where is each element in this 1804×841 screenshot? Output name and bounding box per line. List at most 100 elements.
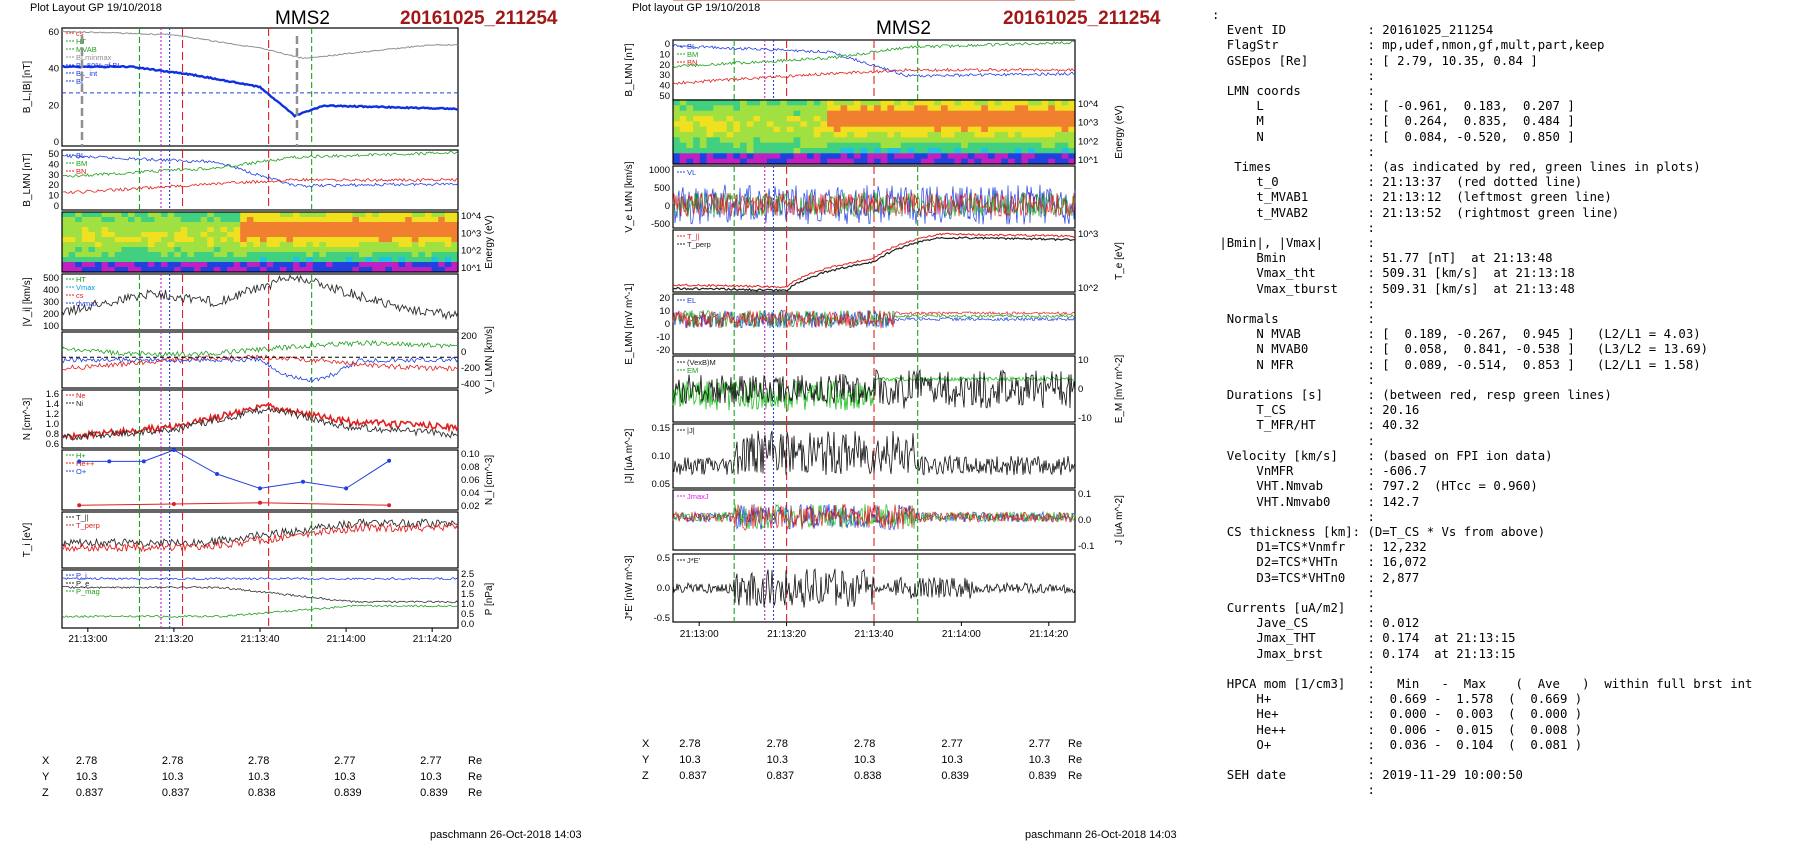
- middle-footer: paschmann 26-Oct-2018 14:03: [1025, 829, 1177, 841]
- spectrogram-cell: [773, 153, 781, 160]
- spectrogram-cell: [847, 132, 855, 138]
- left-vilmn-line: [61, 339, 459, 358]
- spectrogram-cell: [392, 242, 400, 248]
- left-coord-value: 10.3: [248, 771, 270, 783]
- spectrogram-cell: [1001, 105, 1009, 112]
- spectrogram-cell: [154, 242, 162, 248]
- spectrogram-cell: [753, 100, 761, 106]
- spectrogram-cell: [167, 237, 175, 243]
- spectrogram-cell: [352, 232, 360, 238]
- spectrogram-cell: [200, 212, 208, 218]
- spectrogram-cell: [740, 110, 748, 117]
- spectrogram-cell: [867, 116, 875, 122]
- spectrogram-cell: [326, 222, 334, 228]
- spectrogram-cell: [847, 126, 855, 133]
- spectrogram-cell: [833, 137, 842, 144]
- middle-coord-label: Y: [642, 754, 650, 766]
- spectrogram-cell: [927, 158, 935, 165]
- spectrogram-cell: [88, 242, 96, 248]
- spectrogram-cell: [147, 257, 155, 263]
- spectrogram-cell: [431, 217, 439, 223]
- spectrogram-cell: [128, 237, 136, 243]
- spectrogram-cell: [887, 116, 895, 122]
- spectrogram-cell: [874, 105, 882, 112]
- spectrogram-cell: [167, 222, 175, 228]
- left-panel-tick: 20: [48, 100, 59, 111]
- left-panel-ti-legend-label: T_||: [76, 513, 89, 522]
- spectrogram-cell: [967, 100, 976, 106]
- spectrogram-cell: [286, 237, 294, 243]
- spectrogram-cell: [266, 247, 274, 253]
- spectrogram-cell: [1048, 153, 1056, 160]
- spectrogram-cell: [88, 212, 96, 218]
- spectrogram-cell: [686, 137, 694, 144]
- spectrogram-cell: [753, 137, 761, 144]
- middle-panel-ylabel-right: J [uA m^-2]: [1114, 495, 1125, 545]
- spectrogram-cell: [1008, 105, 1016, 112]
- spectrogram-cell: [853, 142, 862, 149]
- spectrogram-cell: [180, 262, 188, 268]
- spectrogram-cell: [75, 247, 83, 253]
- spectrogram-cell: [194, 257, 202, 263]
- spectrogram-cell: [141, 242, 149, 248]
- spectrogram-cell: [773, 126, 781, 133]
- summary-line: D1=TCS*Vnmfr : 12,232: [1256, 540, 1427, 555]
- spectrogram-cell: [1054, 148, 1063, 154]
- spectrogram-cell: [293, 232, 301, 238]
- spectrogram-cell: [1021, 142, 1029, 149]
- spectrogram-cell: [372, 232, 380, 238]
- spectrogram-cell: [154, 232, 162, 238]
- spectrogram-cell: [227, 257, 235, 263]
- spectrogram-cell: [793, 105, 801, 112]
- middle-coords: X 2.78 2.78 2.78 2.77 2.77 Re Y 10.3 10.3 10.3 10.3…: [642, 738, 1190, 788]
- spectrogram-cell: [378, 262, 386, 268]
- spectrogram-cell: [95, 217, 103, 223]
- spectrogram-cell: [874, 110, 882, 117]
- spectrogram-cell: [326, 267, 334, 273]
- spectrogram-cell: [967, 132, 976, 138]
- spectrogram-cell: [840, 153, 848, 160]
- spectrogram-cell: [62, 217, 70, 223]
- spectrogram-cell: [740, 126, 748, 133]
- spectrogram-cell: [213, 232, 221, 238]
- spectrogram-cell: [733, 132, 741, 138]
- spectrogram-cell: [312, 227, 320, 233]
- spectrogram-cell: [987, 132, 996, 138]
- left-coord-unit: Re: [468, 787, 483, 799]
- spectrogram-cell: [134, 247, 142, 253]
- summary-line: VHT.Nmvab : 797.2 (HTcc = 0.960): [1256, 479, 1538, 494]
- spectrogram-cell: [62, 227, 70, 233]
- spectrogram-cell: [679, 148, 687, 154]
- spectrogram-cell: [867, 105, 875, 112]
- left-coord-value: 0.837: [161, 787, 190, 799]
- spectrogram-cell: [392, 252, 400, 258]
- spectrogram-cell: [293, 257, 301, 263]
- spectrogram-cell: [161, 247, 169, 253]
- spectrogram-cell: [260, 252, 268, 258]
- spectrogram-cell: [874, 153, 882, 160]
- spectrogram-cell: [746, 137, 754, 144]
- spectrogram-cell: [726, 132, 734, 138]
- spectrogram-cell: [1014, 137, 1022, 144]
- middle-ve-line: [672, 192, 1076, 218]
- spectrogram-cell: [961, 137, 969, 144]
- spectrogram-cell: [1061, 142, 1069, 149]
- spectrogram-cell: [293, 222, 301, 228]
- middle-x-tick-label: 21:14:00: [942, 629, 981, 640]
- spectrogram-cell: [994, 148, 1002, 154]
- middle-panel-tick: -0.5: [654, 613, 670, 624]
- summary-line: :: [1367, 752, 1375, 767]
- spectrogram-cell: [253, 267, 261, 273]
- middle-panel-tick: 0: [665, 319, 670, 330]
- spectrogram-cell: [733, 142, 741, 149]
- spectrogram-cell: [339, 227, 347, 233]
- spectrogram-cell: [753, 116, 761, 122]
- spectrogram-cell: [312, 222, 320, 228]
- spectrogram-cell: [266, 262, 274, 268]
- spectrogram-cell: [134, 252, 142, 258]
- spectrogram-cell: [1068, 100, 1076, 106]
- left-panel-tick: 1.4: [46, 399, 59, 410]
- spectrogram-cell: [306, 247, 314, 253]
- spectrogram-cell: [279, 217, 287, 223]
- spectrogram-cell: [1034, 110, 1043, 117]
